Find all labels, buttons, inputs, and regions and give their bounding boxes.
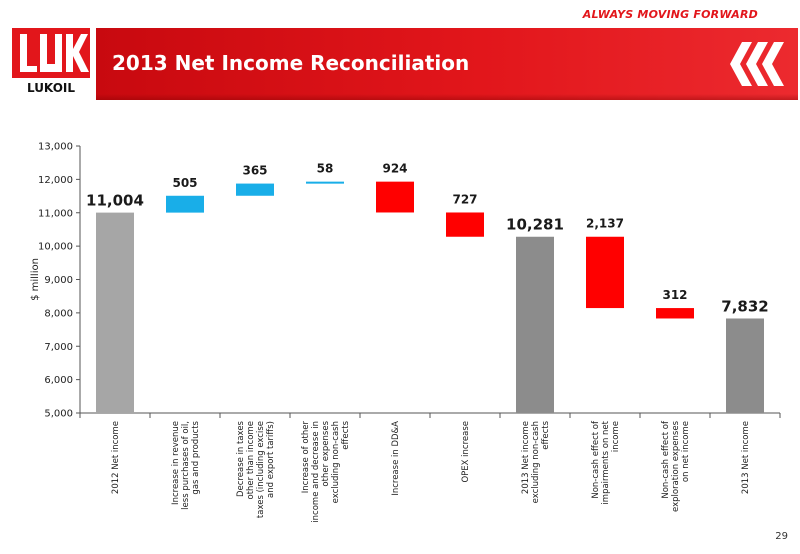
x-tick-label: Increase in revenue less purchases of oil… <box>171 420 201 509</box>
page-number: 29 <box>775 531 788 542</box>
data-label: 365 <box>242 164 267 178</box>
data-label: 2,137 <box>586 217 624 231</box>
y-tick-label: 9,000 <box>44 275 73 286</box>
y-tick-label: 7,000 <box>44 342 73 353</box>
data-label: 924 <box>382 162 407 176</box>
x-tick-label-line: effects <box>341 420 351 449</box>
x-tick-label-line: 2013 Net income <box>741 421 751 494</box>
tagline: ALWAYS MOVING FORWARD <box>582 8 758 21</box>
x-tick-label-line: Decrease in taxes <box>236 420 246 497</box>
bar-decrease <box>656 308 694 319</box>
x-tick-label: Increase of other income and decrease in o… <box>301 420 351 522</box>
waterfall-chart: 5,000 6,000 7,000 8,000 9,000 10,000 11,000 12,… <box>30 142 781 523</box>
x-tick-label-line: 2012 Net income <box>111 421 121 494</box>
y-tick-label: 11,000 <box>38 208 73 219</box>
x-tick-label-line: other than income <box>246 421 256 500</box>
data-label: 505 <box>172 176 197 190</box>
x-tick-label-line: Non-cash effect of <box>591 420 601 499</box>
bar-increase <box>236 183 274 196</box>
x-tick-label: 2012 Net income <box>111 421 121 494</box>
x-tick-label-line: Increase in DD&A <box>391 421 401 496</box>
forward-chevrons-icon <box>730 42 784 86</box>
x-tick-label: Decrease in taxes other than income taxes … <box>236 420 276 518</box>
x-tick-label: Non-cash effect of impairments on net inco… <box>591 420 621 505</box>
logo-text: LUKOIL <box>26 81 76 95</box>
x-tick-label-line: gas and products <box>191 420 201 494</box>
data-label: 312 <box>662 288 687 302</box>
data-label: 727 <box>452 192 477 206</box>
bar-total <box>726 318 764 413</box>
x-tick-label: Increase in DD&A <box>391 421 401 496</box>
data-label: 11,004 <box>86 192 144 210</box>
bar-increase <box>306 181 344 184</box>
bar-decrease <box>376 181 414 213</box>
data-label: 10,281 <box>506 216 564 234</box>
x-tick-label: Non-cash effect of exploration expenses on… <box>661 420 691 512</box>
x-tick-label-line: Increase of other <box>301 421 311 494</box>
x-tick-label-line: OPEX increase <box>461 421 471 483</box>
y-tick-label: 10,000 <box>38 242 73 253</box>
bar-increase <box>166 195 204 213</box>
page-title: 2013 Net Income Reconciliation <box>112 51 470 75</box>
bar-decrease <box>586 236 624 309</box>
y-axis-label: $ million <box>30 258 41 301</box>
x-tick-label-line: Non-cash effect of <box>661 420 671 499</box>
x-tick-label-line: other expenses <box>321 420 331 486</box>
title-banner <box>96 28 798 100</box>
x-tick-label-line: income and decrease in <box>311 421 321 523</box>
data-label: 58 <box>317 162 334 176</box>
x-tick-label-line: less purchases of oil, <box>181 421 191 510</box>
y-tick-label: 12,000 <box>38 175 73 186</box>
bar-total <box>516 236 554 413</box>
y-tick-label: 6,000 <box>44 375 73 386</box>
y-tick-label: 8,000 <box>44 308 73 319</box>
bar-decrease <box>446 212 484 237</box>
x-tick-label: 2013 Net income <box>741 421 751 494</box>
x-tick-label-line: and export tariffs) <box>266 421 276 498</box>
x-tick-label-line: Increase in revenue <box>171 421 181 505</box>
x-tick-label-line: effects <box>541 420 551 449</box>
x-tick-label: OPEX increase <box>461 421 471 483</box>
banner-shade <box>96 94 798 100</box>
bar-total <box>96 212 134 413</box>
x-tick-label-line: 2013 Net income <box>521 421 531 494</box>
y-tick-label: 13,000 <box>38 142 73 153</box>
x-tick-label-line: taxes (including excise <box>256 421 266 518</box>
y-tick-label: 5,000 <box>44 409 73 420</box>
x-tick-label-line: exploration expenses <box>671 420 681 512</box>
x-tick-label: 2013 Net income excluding non-cash effects <box>521 420 551 503</box>
x-tick-label-line: excluding non-cash <box>331 421 341 503</box>
x-tick-label-line: excluding non-cash <box>531 421 541 503</box>
x-tick-label-line: impairments on net <box>601 420 611 504</box>
x-tick-label-line: income <box>611 421 621 452</box>
x-tick-label-line: on net income <box>681 421 691 482</box>
lukoil-logo-icon <box>12 28 90 78</box>
data-label: 7,832 <box>721 297 768 315</box>
